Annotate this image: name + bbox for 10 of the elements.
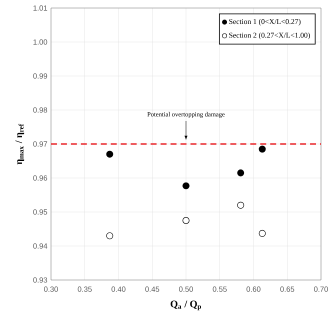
y-axis-title: η$_{max}$ / η$_{ref}$ (15, 124, 24, 164)
point (237, 169, 244, 176)
x-axis-title: Q$_{a}$ / Q$_{p}$ (170, 300, 202, 310)
point (106, 232, 114, 240)
point (106, 150, 114, 158)
point (182, 182, 190, 190)
point (237, 202, 244, 209)
point (182, 217, 190, 224)
point (258, 230, 266, 237)
point (258, 146, 266, 153)
